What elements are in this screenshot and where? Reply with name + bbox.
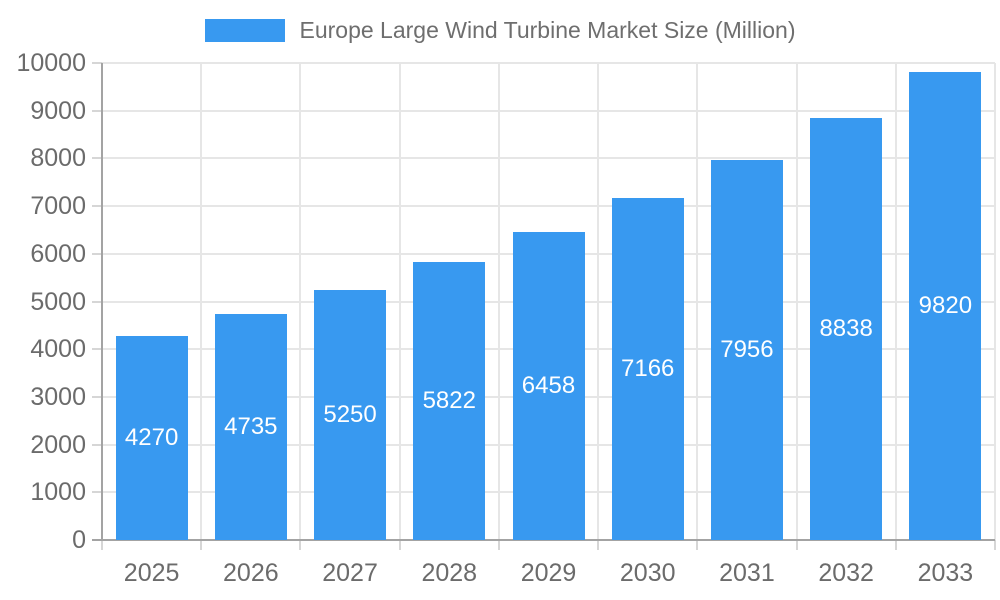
legend-color-swatch <box>204 19 285 42</box>
y-tick-mark <box>92 109 102 112</box>
h-gridline <box>102 157 995 160</box>
y-axis-line <box>101 63 103 541</box>
bar-2033[interactable] <box>909 71 982 540</box>
y-tick-mark <box>92 443 102 446</box>
v-gridline <box>894 63 897 540</box>
h-gridline <box>102 109 995 112</box>
bar-value-label: 7956 <box>720 336 774 364</box>
y-tick-mark <box>92 62 102 64</box>
x-tick-mark <box>894 540 897 550</box>
bar-2025[interactable] <box>115 336 188 540</box>
v-gridline <box>696 63 699 540</box>
bar-value-label: 4270 <box>124 424 179 452</box>
bar-2031[interactable] <box>710 160 783 540</box>
y-axis-tick-label: 6000 <box>30 239 86 268</box>
y-tick-mark <box>92 348 102 351</box>
y-axis-tick-label: 2000 <box>30 430 86 459</box>
bar-value-label: 8838 <box>819 315 873 343</box>
bar-2027[interactable] <box>314 289 387 540</box>
y-tick-mark <box>92 300 102 303</box>
bar-2028[interactable] <box>413 262 486 540</box>
y-axis-tick-label: 8000 <box>30 144 86 173</box>
y-axis-tick-label: 5000 <box>30 287 86 316</box>
x-tick-mark <box>101 540 103 550</box>
bar-value-label: 5250 <box>323 400 377 428</box>
x-tick-mark <box>696 540 699 550</box>
h-gridline <box>102 205 995 208</box>
x-axis-tick-label: 2032 <box>818 559 874 587</box>
v-gridline <box>200 63 203 540</box>
x-axis-tick-label: 2031 <box>719 559 775 587</box>
y-tick-mark <box>92 205 102 208</box>
x-axis-tick-label: 2029 <box>520 559 577 587</box>
v-gridline <box>497 63 500 540</box>
bar-value-label: 4735 <box>224 413 278 441</box>
bar-2032[interactable] <box>810 118 883 540</box>
bar-value-label: 9820 <box>918 291 973 319</box>
x-axis-tick-label: 2030 <box>619 559 676 587</box>
x-tick-mark <box>497 540 500 550</box>
x-axis-tick-label: 2026 <box>223 559 279 587</box>
x-axis-line <box>92 539 995 541</box>
bar-2029[interactable] <box>512 231 585 540</box>
y-axis-tick-label: 10000 <box>16 49 86 77</box>
v-gridline <box>299 63 302 540</box>
v-gridline <box>398 63 401 540</box>
legend-series-label: Europe Large Wind Turbine Market Size (M… <box>299 17 796 43</box>
v-gridline <box>795 63 798 540</box>
v-gridline <box>597 63 600 540</box>
y-axis-tick-label: 3000 <box>30 382 86 411</box>
y-axis-tick-label: 7000 <box>30 192 86 221</box>
y-axis-tick-label: 0 <box>72 526 86 554</box>
y-tick-mark <box>92 395 102 398</box>
bar-value-label: 7166 <box>621 355 675 383</box>
y-tick-mark <box>92 252 102 255</box>
x-axis-tick-label: 2025 <box>123 559 180 587</box>
v-gridline <box>994 63 996 540</box>
chart-legend[interactable]: Europe Large Wind Turbine Market Size (M… <box>0 17 1000 44</box>
x-tick-mark <box>994 540 996 550</box>
bar-value-label: 6458 <box>521 371 576 399</box>
x-tick-mark <box>597 540 600 550</box>
h-gridline <box>102 62 995 64</box>
y-axis-tick-label: 4000 <box>30 335 86 364</box>
x-tick-mark <box>200 540 203 550</box>
x-axis-tick-label: 2033 <box>917 559 974 587</box>
x-tick-mark <box>299 540 302 550</box>
bar-value-label: 5822 <box>422 387 476 415</box>
bar-2026[interactable] <box>214 314 287 540</box>
x-axis-tick-label: 2028 <box>421 559 478 587</box>
y-axis-tick-label: 1000 <box>30 478 86 507</box>
y-tick-mark <box>92 157 102 160</box>
x-axis-tick-label: 2027 <box>322 559 378 587</box>
x-tick-mark <box>795 540 798 550</box>
x-tick-mark <box>398 540 401 550</box>
y-tick-mark <box>92 491 102 494</box>
y-axis-tick-label: 9000 <box>30 96 86 125</box>
bar-2030[interactable] <box>611 198 684 540</box>
